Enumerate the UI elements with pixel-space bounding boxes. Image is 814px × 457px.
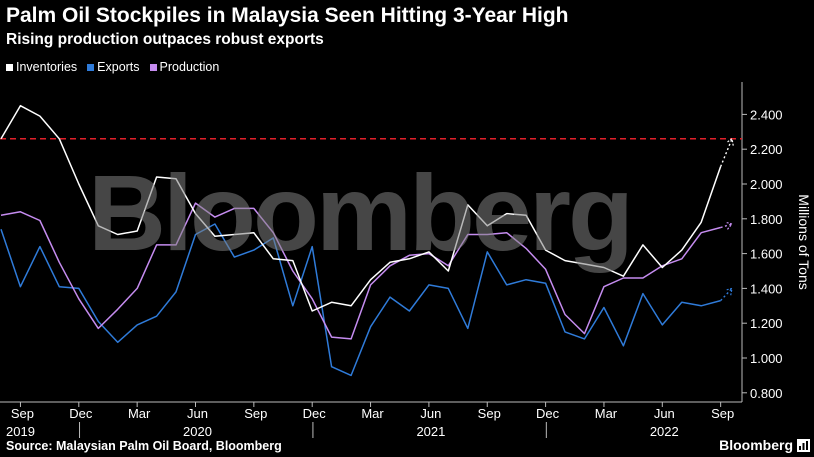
y-tick-label: 1.200	[750, 316, 783, 331]
forecast-line-production	[720, 223, 733, 229]
source-note: Source: Malaysian Palm Oil Board, Bloomb…	[6, 439, 282, 453]
y-tick-label: 2.000	[750, 177, 783, 192]
x-tick-label: Sep	[244, 406, 267, 421]
legend-item-exports: Exports	[87, 60, 140, 74]
forecast-arrow-exports	[725, 287, 733, 296]
legend-swatch-production	[149, 63, 157, 71]
y-tick-label: 1.800	[750, 212, 783, 227]
x-tick-label: Sep	[478, 406, 501, 421]
brand-name: Bloomberg	[719, 437, 793, 453]
year-label: 2020	[183, 424, 212, 439]
x-tick-label: Mar	[595, 406, 618, 421]
x-tick-label: Dec	[536, 406, 560, 421]
y-axis-label: Millions of Tons	[796, 194, 812, 289]
legend-item-inventories: Inventories	[6, 60, 77, 74]
legend-label-production: Production	[159, 60, 220, 74]
brand-logo: Bloomberg	[719, 437, 810, 453]
legend-swatch-exports	[87, 63, 95, 71]
legend-item-production: Production	[149, 60, 220, 74]
x-tick-label: Mar	[128, 406, 151, 421]
bar-chart-icon	[797, 438, 810, 452]
series-line-production	[0, 202, 721, 340]
x-tick-label: Mar	[361, 406, 384, 421]
legend: Inventories Exports Production	[6, 60, 219, 74]
chart-subtitle: Rising production outpaces robust export…	[6, 31, 324, 48]
y-tick-label: 2.400	[750, 107, 783, 122]
x-tick-label: Jun	[420, 406, 441, 421]
legend-label-exports: Exports	[97, 60, 140, 74]
forecast-line-inventories	[720, 138, 733, 167]
y-tick-label: 1.600	[750, 247, 783, 262]
year-label: 2021	[416, 424, 445, 439]
y-tick-label: 0.800	[750, 386, 783, 401]
series-line-inventories	[0, 104, 722, 312]
x-tick-label: Jun	[654, 406, 675, 421]
y-tick-label: 1.000	[750, 351, 783, 366]
x-tick-label: Dec	[69, 406, 93, 421]
x-tick-label: Sep	[711, 406, 734, 421]
forecast-arrow-inventories	[725, 137, 734, 146]
x-tick-label: Sep	[11, 406, 34, 421]
y-tick-label: 2.200	[750, 142, 783, 157]
forecast-line-exports	[720, 287, 733, 302]
legend-label-inventories: Inventories	[16, 60, 78, 74]
x-tick-label: Dec	[303, 406, 327, 421]
y-tick-label: 1.400	[750, 281, 783, 296]
x-tick-label: Jun	[187, 406, 208, 421]
forecast-arrow-production	[725, 221, 734, 230]
year-label: 2019	[6, 424, 35, 439]
legend-swatch-inventories	[6, 63, 13, 71]
series-line-exports	[0, 223, 721, 377]
year-label: 2022	[650, 424, 679, 439]
chart-title: Palm Oil Stockpiles in Malaysia Seen Hit…	[6, 4, 569, 27]
